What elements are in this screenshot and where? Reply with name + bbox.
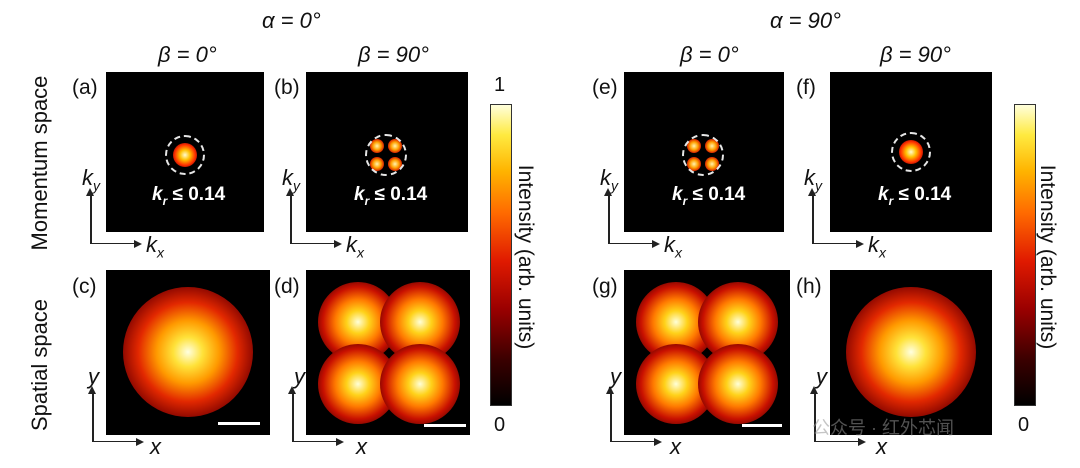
kx-ky-axis-arrows [86, 188, 142, 248]
x-axis-label: x [356, 434, 367, 459]
kr-annotation: kr ≤ 0.14 [152, 184, 225, 208]
dashed-circle [165, 135, 205, 175]
colorbar-right [1014, 104, 1036, 406]
kr-symbol: k [354, 184, 365, 205]
kx-ky-axis-arrows [604, 188, 660, 248]
kr-symbol: k [152, 184, 163, 205]
panel-letter-e: (e) [592, 76, 618, 99]
lobe [698, 344, 778, 424]
ky-axis-label: ky [82, 165, 100, 194]
beta-header-a: β = 0° [158, 42, 217, 67]
colorbar-right-min: 0 [1018, 414, 1030, 436]
scale-bar [424, 424, 466, 427]
x-y-axis-arrows [810, 386, 866, 446]
kr-annotation: kr ≤ 0.14 [672, 184, 745, 208]
panel-e-momentum-image: kr ≤ 0.14 [624, 72, 784, 232]
single-spot [846, 287, 976, 417]
kr-subscript: r [364, 193, 370, 208]
watermark: 公众号 · 红外芯闻 [812, 418, 954, 438]
beta-header-b: β = 90° [358, 42, 429, 67]
kx-axis-label: kx [346, 232, 364, 261]
kx-ky-axis-arrows [286, 188, 342, 248]
single-spot [123, 287, 253, 417]
row-label-spatial: Spatial space [27, 298, 52, 432]
scale-bar [742, 424, 782, 427]
beta-header-f: β = 90° [880, 42, 951, 67]
colorbar-left-min: 0 [494, 414, 506, 436]
x-axis-label: x [150, 434, 161, 459]
lobe [380, 344, 460, 424]
alpha-90-header: α = 90° [770, 8, 841, 33]
ky-axis-label: ky [600, 165, 618, 194]
colorbar-left [490, 104, 512, 406]
kx-ky-axis-arrows [808, 188, 864, 248]
panel-a-momentum-image: kr ≤ 0.14 [106, 72, 264, 232]
panel-letter-g: (g) [592, 275, 618, 298]
kr-symbol: k [672, 184, 683, 205]
kx-axis-label: kx [664, 232, 682, 261]
kr-value: ≤ 0.14 [172, 184, 226, 205]
panel-d-spatial-image [306, 270, 470, 435]
kr-annotation: kr ≤ 0.14 [878, 184, 951, 208]
kr-value: ≤ 0.14 [898, 184, 952, 205]
y-axis-label: y [816, 364, 827, 389]
colorbar-right-label: Intensity (arb. units) [1036, 164, 1059, 350]
panel-letter-c: (c) [72, 275, 97, 298]
alpha-0-header: α = 0° [262, 8, 321, 33]
kr-value: ≤ 0.14 [692, 184, 746, 205]
kr-subscript: r [888, 193, 894, 208]
colorbar-left-label: Intensity (arb. units) [514, 164, 537, 350]
dashed-circle [365, 134, 407, 176]
panel-h-spatial-image [830, 270, 992, 435]
x-y-axis-arrows [606, 386, 662, 446]
panel-letter-a: (a) [72, 76, 98, 99]
colorbar-left-max: 1 [494, 74, 506, 96]
kr-symbol: k [878, 184, 889, 205]
kx-axis-label: kx [868, 232, 886, 261]
kr-subscript: r [682, 193, 688, 208]
panel-letter-h: (h) [796, 275, 822, 298]
panel-letter-d: (d) [274, 275, 300, 298]
x-axis-label: x [670, 434, 681, 459]
x-axis-label: x [876, 434, 887, 459]
scale-bar [218, 422, 260, 425]
dashed-circle [891, 132, 931, 172]
panel-letter-f: (f) [796, 76, 816, 99]
panel-g-spatial-image [624, 270, 790, 435]
y-axis-label: y [88, 364, 99, 389]
kx-axis-label: kx [146, 232, 164, 261]
panel-f-momentum-image: kr ≤ 0.14 [830, 72, 992, 232]
ky-axis-label: ky [804, 165, 822, 194]
dashed-circle [682, 134, 724, 176]
panel-b-momentum-image: kr ≤ 0.14 [306, 72, 468, 232]
x-y-axis-arrows [88, 386, 144, 446]
y-axis-label: y [610, 364, 621, 389]
ky-axis-label: ky [282, 165, 300, 194]
row-label-momentum: Momentum space [27, 75, 52, 251]
y-axis-label: y [294, 364, 305, 389]
kr-value: ≤ 0.14 [374, 184, 428, 205]
beta-header-e: β = 0° [680, 42, 739, 67]
kr-subscript: r [162, 193, 168, 208]
x-y-axis-arrows [288, 386, 344, 446]
panel-c-spatial-image [106, 270, 270, 435]
panel-letter-b: (b) [274, 76, 300, 99]
kr-annotation: kr ≤ 0.14 [354, 184, 427, 208]
